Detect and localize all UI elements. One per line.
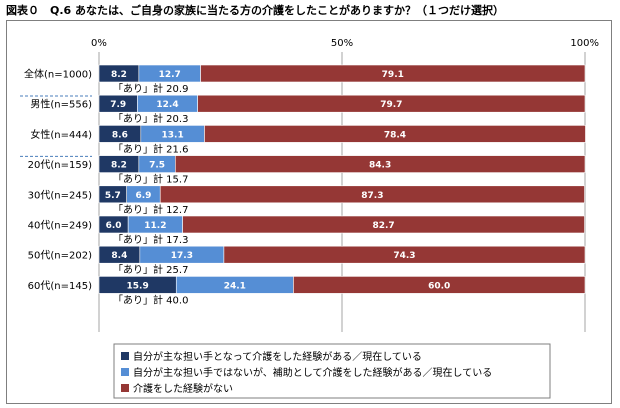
data-label: 74.3 <box>393 251 415 261</box>
bar-segment <box>200 64 586 83</box>
data-label: 24.1 <box>224 281 246 291</box>
data-label: 15.9 <box>127 281 149 291</box>
category-label: 60代(n=145) <box>28 280 92 292</box>
data-label: 79.7 <box>380 100 402 110</box>
total-annotation: 「あり」計 20.3 <box>113 112 188 125</box>
category-label: 50代(n=202) <box>28 250 92 262</box>
data-label: 5.7 <box>105 191 121 201</box>
data-label: 12.7 <box>159 70 181 80</box>
data-label: 12.4 <box>156 100 178 110</box>
total-annotation: 「あり」計 40.0 <box>113 293 188 306</box>
legend-box <box>113 343 551 399</box>
data-label: 8.4 <box>111 251 127 261</box>
category-label: 40代(n=249) <box>28 220 92 232</box>
data-label: 17.3 <box>171 251 193 261</box>
data-label: 78.4 <box>384 130 406 140</box>
category-label: 女性(n=444) <box>30 128 92 141</box>
x-tick-label: 0% <box>91 38 107 49</box>
category-label: 20代(n=159) <box>28 159 92 171</box>
bar-segment <box>182 215 585 234</box>
data-label: 7.9 <box>110 100 126 110</box>
legend-swatch <box>121 384 129 392</box>
legend-label: 介護をした経験がない <box>133 382 233 395</box>
data-label: 8.2 <box>111 161 127 171</box>
bar-segment <box>175 155 586 173</box>
category-label: 全体(n=1000) <box>24 68 92 81</box>
total-annotation: 「あり」計 25.7 <box>113 263 188 276</box>
data-label: 7.5 <box>149 161 165 171</box>
data-label: 8.6 <box>112 130 128 140</box>
x-tick-label: 50% <box>331 38 353 49</box>
legend-label: 自分が主な担い手ではないが、補助として介護をした経験がある／現在している <box>133 366 492 379</box>
bar-segment <box>293 276 586 294</box>
chart-title: 図表０ Q.6 あなたは、ご自身の家族に当たる方の介護をしたことがありますか？（… <box>6 4 505 17</box>
data-label: 60.0 <box>428 281 450 291</box>
category-label: 30代(n=245) <box>28 189 92 201</box>
data-label: 84.3 <box>369 161 391 171</box>
total-annotation: 「あり」計 20.9 <box>113 82 188 95</box>
data-label: 13.1 <box>162 130 184 140</box>
data-label: 87.3 <box>361 191 383 201</box>
x-tick-label: 100% <box>570 38 599 49</box>
data-label: 11.2 <box>144 221 166 231</box>
total-annotation: 「あり」計 21.6 <box>113 142 188 155</box>
category-label: 男性(n=556) <box>30 98 92 111</box>
data-label: 6.0 <box>106 221 122 231</box>
bar-segment <box>197 94 586 113</box>
total-annotation: 「あり」計 15.7 <box>113 173 188 186</box>
data-label: 82.7 <box>372 221 394 231</box>
data-label: 6.9 <box>135 191 151 201</box>
data-label: 8.2 <box>111 70 127 80</box>
legend-swatch <box>121 368 129 376</box>
total-annotation: 「あり」計 17.3 <box>113 233 188 246</box>
bar-segment <box>159 185 585 204</box>
total-annotation: 「あり」計 12.7 <box>113 203 188 216</box>
bar-segment <box>223 245 586 264</box>
bar-segment <box>204 125 586 143</box>
chart-frame <box>6 20 612 404</box>
legend-label: 自分が主な担い手となって介護をした経験がある／現在している <box>133 350 422 363</box>
legend-swatch <box>121 352 129 360</box>
data-label: 79.1 <box>382 70 404 80</box>
